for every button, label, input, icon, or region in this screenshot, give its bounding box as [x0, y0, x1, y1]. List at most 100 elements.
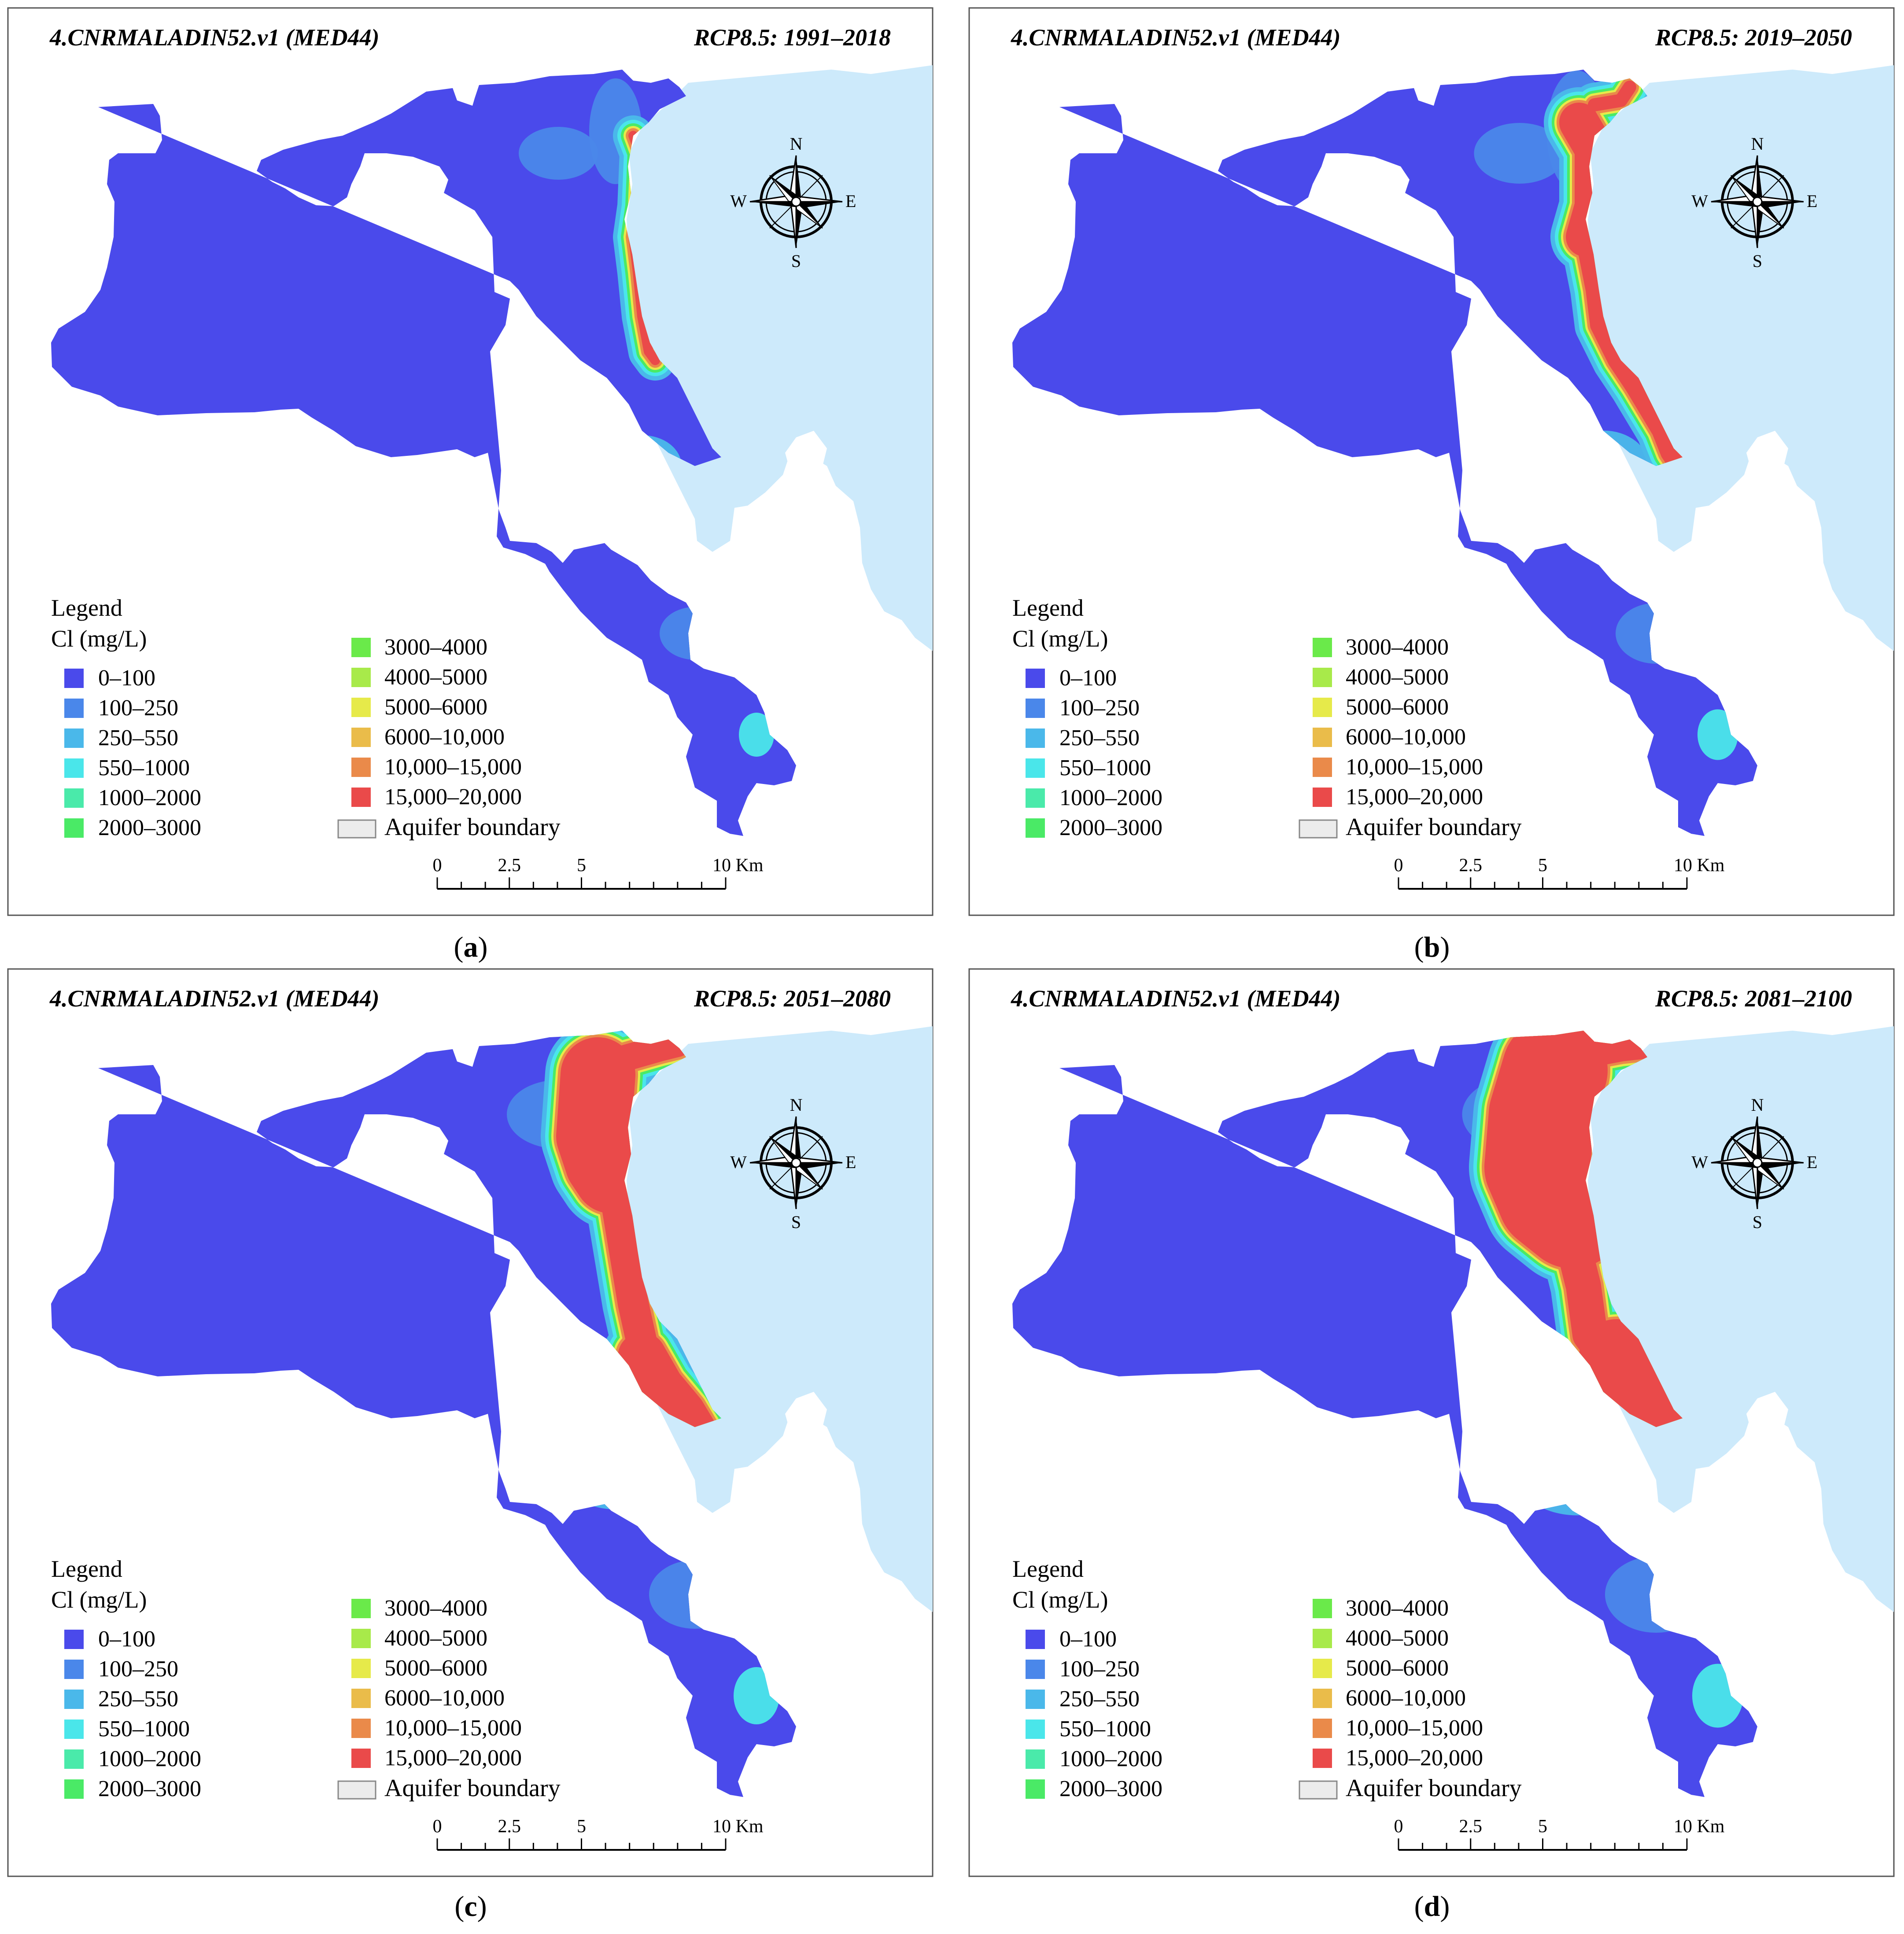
compass-w-label: W	[1691, 1152, 1708, 1172]
compass-s-label: S	[1753, 1212, 1762, 1232]
legend-swatch	[64, 728, 84, 748]
legend-swatch	[1313, 668, 1332, 687]
salinity-map	[1012, 65, 1894, 836]
legend-swatch	[351, 758, 371, 777]
legend-label: 15,000–20,000	[1346, 784, 1483, 810]
legend-swatch	[64, 699, 84, 718]
compass-rose-icon: N S E W	[730, 1095, 856, 1232]
salinity-band	[1484, 1031, 1625, 1268]
legend-title: Legend	[1012, 1556, 1084, 1582]
scale-tick-label: 0	[1394, 1816, 1403, 1837]
legend-label: 0–100	[1059, 1627, 1117, 1652]
legend-label: 0–100	[98, 1627, 155, 1652]
compass-rose-icon: N S E W	[1691, 1095, 1817, 1232]
scale-tick-label: 5	[577, 855, 586, 876]
legend-label: 550–1000	[98, 1716, 190, 1742]
legend-label: 4000–5000	[1346, 1626, 1449, 1651]
legend-swatch	[351, 668, 371, 687]
legend-label: 4000–5000	[384, 1626, 487, 1651]
legend-label: 2000–3000	[1059, 815, 1162, 840]
legend-swatch	[1313, 1689, 1332, 1708]
scale-tick-label: 10 Km	[1674, 1816, 1725, 1837]
panel-caption-b: (b)	[1414, 931, 1450, 963]
compass-n-label: N	[1751, 134, 1764, 154]
legend-label: 15,000–20,000	[1346, 1745, 1483, 1771]
scale-tick-label: 2.5	[498, 1816, 521, 1837]
legend-label: 1000–2000	[98, 785, 201, 810]
legend-swatch	[1299, 819, 1338, 839]
legend-swatch	[351, 638, 371, 657]
panel-a: 4.CNRMALADIN52.v1 (MED44) RCP8.5: 1991–2…	[7, 7, 934, 916]
legend-swatch	[64, 1690, 84, 1709]
panel-caption-c: (c)	[454, 1890, 487, 1923]
legend-label: 6000–10,000	[384, 725, 505, 750]
legend-label: 550–1000	[1059, 1716, 1151, 1742]
scale-bar: 0 2.5 5 10 Km	[433, 855, 764, 890]
legend-label: 100–250	[1059, 695, 1140, 721]
sea-area	[627, 1026, 933, 1612]
compass-s-label: S	[791, 1212, 801, 1232]
legend-swatch	[64, 1630, 84, 1649]
legend-swatch	[1026, 1749, 1045, 1769]
legend-label: 550–1000	[98, 755, 190, 780]
legend-label: 10,000–15,000	[1346, 1716, 1483, 1741]
compass-rose-icon: N S E W	[730, 134, 856, 271]
scale-tick-label: 2.5	[498, 855, 521, 876]
legend-label: 250–550	[98, 1686, 178, 1712]
legend-label: 6000–10,000	[1346, 725, 1466, 750]
legend-label: 0–100	[98, 666, 155, 691]
legend-label: 1000–2000	[98, 1746, 201, 1771]
island-area	[1746, 431, 1788, 492]
legend-label: 6000–10,000	[384, 1686, 505, 1711]
compass-e-label: E	[1807, 191, 1817, 211]
scale-tick-label: 5	[1538, 1816, 1547, 1837]
island-area	[1746, 1392, 1788, 1453]
panel-caption-a: (a)	[454, 931, 488, 963]
compass-w-label: W	[730, 191, 747, 211]
panel-scenario-title: RCP8.5: 2051–2080	[694, 985, 891, 1012]
legend-swatch	[1313, 1599, 1332, 1618]
legend-swatch	[64, 669, 84, 688]
sea-area	[1588, 65, 1894, 651]
legend-subtitle: Cl (mg/L)	[1012, 1586, 1108, 1613]
sea-area	[1588, 1026, 1894, 1612]
compass-n-label: N	[790, 134, 803, 154]
legend-swatch	[351, 1599, 371, 1618]
salinity-zone	[739, 713, 774, 757]
scale-tick-label: 2.5	[1459, 855, 1483, 876]
legend-label: 15,000–20,000	[384, 1745, 522, 1771]
panel-caption-d: (d)	[1414, 1890, 1450, 1923]
legend-swatch	[1313, 1659, 1332, 1678]
legend-label: 0–100	[1059, 666, 1117, 691]
legend-swatch	[1026, 1720, 1045, 1739]
panel-c: 4.CNRMALADIN52.v1 (MED44) RCP8.5: 2051–2…	[7, 968, 934, 1877]
legend-swatch	[1026, 1690, 1045, 1709]
legend-swatch	[1313, 698, 1332, 717]
legend-swatch	[351, 1689, 371, 1708]
legend-label: 5000–6000	[1346, 695, 1449, 720]
legend-label: 3000–4000	[1346, 635, 1449, 660]
scale-bar: 0 2.5 5 10 Km	[433, 1816, 764, 1851]
panel-model-title: 4.CNRMALADIN52.v1 (MED44)	[1011, 985, 1341, 1012]
panel-scenario-title: RCP8.5: 1991–2018	[694, 24, 891, 51]
legend-swatch	[1026, 818, 1045, 838]
salinity-band	[1588, 81, 1636, 111]
panel-model-title: 4.CNRMALADIN52.v1 (MED44)	[49, 985, 380, 1012]
compass-s-label: S	[791, 251, 801, 271]
legend-label: 5000–6000	[384, 695, 487, 720]
scale-tick-label: 10 Km	[712, 1816, 764, 1837]
legend-label: 6000–10,000	[1346, 1686, 1466, 1711]
sea-area	[627, 65, 933, 651]
scale-bar: 0 2.5 5 10 Km	[1394, 1816, 1725, 1851]
legend-label: 1000–2000	[1059, 1746, 1162, 1771]
legend-label: 1000–2000	[1059, 785, 1162, 810]
compass-rose-icon: N S E W	[1691, 134, 1817, 271]
legend-swatch	[351, 698, 371, 717]
legend-label: 100–250	[1059, 1657, 1140, 1682]
legend-swatch	[64, 1720, 84, 1739]
legend-title: Legend	[51, 595, 122, 621]
legend-label: 250–550	[1059, 725, 1140, 751]
legend-label: 4000–5000	[384, 665, 487, 690]
legend-label: 2000–3000	[98, 815, 201, 840]
